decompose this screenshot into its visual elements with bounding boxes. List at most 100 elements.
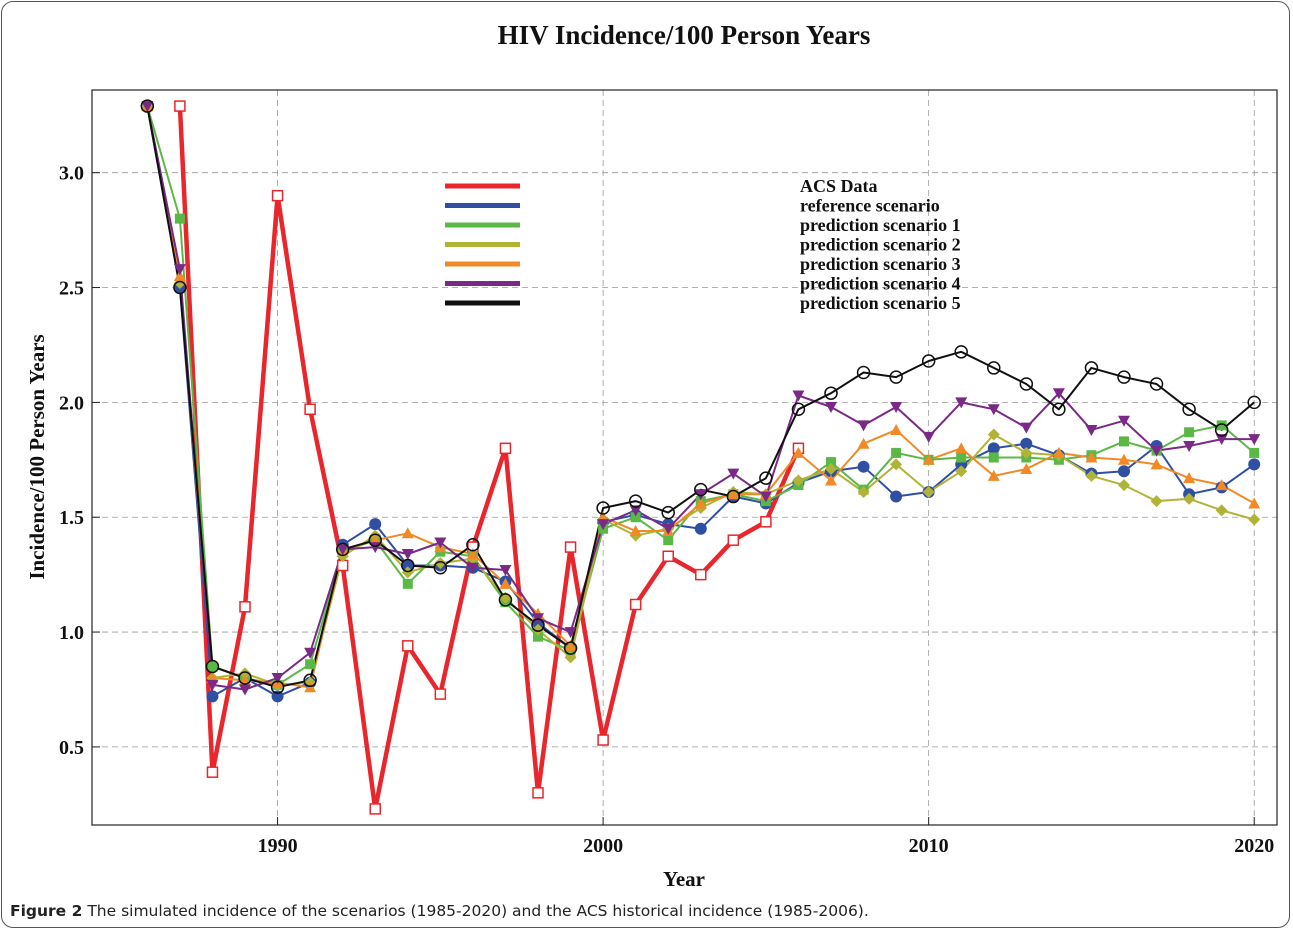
marker — [206, 690, 219, 703]
marker — [140, 99, 155, 113]
marker — [303, 673, 317, 688]
marker — [304, 647, 317, 659]
marker — [532, 623, 545, 636]
marker — [890, 458, 903, 471]
x-tick-label: 2010 — [909, 835, 949, 857]
x-tick-label: 1990 — [258, 835, 298, 857]
marker — [1019, 377, 1034, 391]
marker — [891, 447, 902, 458]
marker — [305, 659, 316, 670]
marker — [239, 667, 252, 680]
marker — [857, 437, 870, 449]
marker — [792, 446, 805, 458]
marker — [1052, 446, 1065, 458]
marker — [564, 627, 577, 639]
marker — [401, 527, 414, 539]
marker — [694, 522, 707, 535]
marker — [369, 803, 381, 815]
marker — [499, 442, 512, 455]
marker — [727, 534, 740, 546]
marker — [1183, 472, 1196, 484]
marker — [663, 535, 674, 546]
marker — [630, 512, 641, 523]
marker — [369, 518, 382, 531]
marker — [564, 639, 577, 651]
marker — [401, 559, 414, 572]
marker — [1150, 495, 1163, 508]
marker — [402, 578, 413, 589]
marker — [173, 270, 186, 282]
series-line — [146, 105, 1255, 686]
marker — [1183, 441, 1196, 453]
marker — [760, 516, 772, 528]
series-line — [146, 105, 1255, 689]
marker — [1247, 395, 1261, 410]
marker — [433, 561, 448, 575]
x-tick-label: 2000 — [583, 835, 623, 857]
marker — [335, 542, 350, 557]
marker — [661, 505, 675, 520]
marker — [466, 538, 480, 552]
chart: HIV Incidence/100 Person Years Year Inci… — [25, 20, 1278, 891]
marker — [173, 264, 186, 276]
y-tick-label: 0.5 — [59, 737, 84, 759]
legend-label: prediction scenario 2 — [800, 235, 961, 255]
marker — [1052, 402, 1066, 417]
marker — [629, 505, 642, 517]
marker — [1214, 423, 1229, 437]
marker — [466, 547, 479, 559]
y-tick-label: 3.0 — [59, 163, 84, 185]
series-line — [177, 105, 801, 812]
legend-label: prediction scenario 3 — [800, 254, 961, 274]
marker — [695, 568, 707, 581]
marker — [856, 365, 871, 380]
marker — [271, 673, 284, 684]
marker — [824, 386, 838, 400]
series-line — [146, 105, 1255, 689]
marker — [792, 390, 805, 402]
series-line — [146, 105, 1255, 691]
marker — [499, 577, 512, 589]
y-tick-label: 2.0 — [59, 392, 84, 414]
series-line — [146, 105, 1255, 686]
marker — [531, 618, 545, 632]
marker — [987, 404, 1000, 416]
legend-label: reference scenario — [800, 196, 940, 216]
x-tick-label: 2020 — [1234, 835, 1274, 857]
marker — [987, 428, 1000, 441]
marker — [1248, 497, 1261, 509]
marker — [466, 562, 479, 574]
marker — [987, 442, 1000, 455]
marker — [890, 490, 903, 503]
marker — [270, 680, 285, 694]
marker — [694, 489, 707, 501]
marker — [662, 523, 675, 535]
caption-label: Figure 2 — [10, 902, 83, 920]
marker — [1118, 436, 1129, 447]
marker — [694, 482, 708, 497]
marker — [988, 452, 999, 463]
caption: Figure 2 The simulated incidence of the … — [10, 902, 869, 920]
marker — [597, 734, 609, 746]
marker — [1084, 361, 1099, 375]
marker — [1183, 492, 1196, 505]
marker — [596, 501, 610, 515]
series-line — [146, 105, 1255, 698]
marker — [401, 566, 414, 579]
marker — [564, 541, 577, 553]
marker — [1150, 445, 1163, 457]
marker — [1117, 370, 1131, 384]
marker — [857, 420, 870, 432]
marker — [824, 462, 837, 475]
marker — [792, 474, 805, 487]
marker — [694, 497, 707, 509]
marker — [628, 494, 643, 508]
caption-text: The simulated incidence of the scenarios… — [87, 902, 869, 920]
marker — [954, 345, 968, 359]
marker — [922, 485, 935, 498]
marker — [759, 471, 773, 485]
marker — [987, 469, 1000, 481]
marker — [1149, 377, 1164, 391]
marker — [206, 766, 219, 778]
